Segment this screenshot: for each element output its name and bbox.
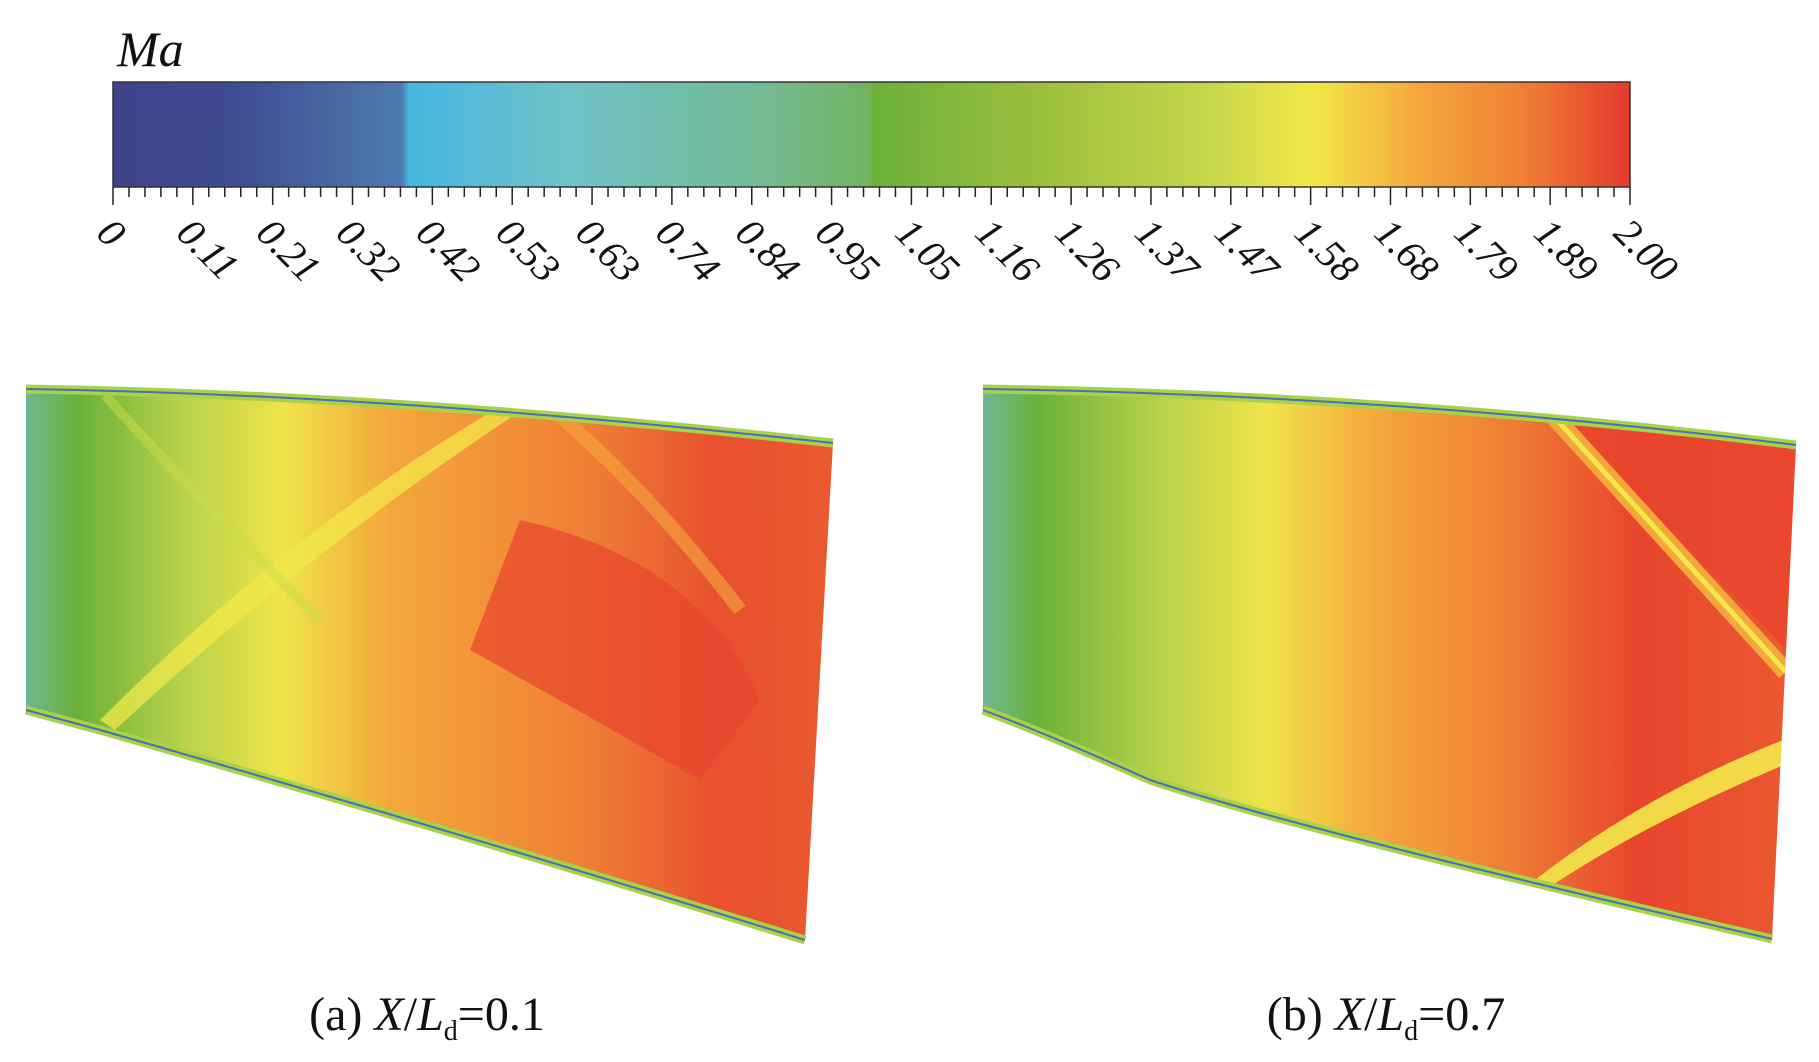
tick-label: 1.68 xyxy=(1366,210,1447,291)
tick-label: 0.21 xyxy=(248,210,329,291)
colorbar-title: Ma xyxy=(116,21,184,77)
tick-label: 0.32 xyxy=(328,210,409,291)
tick-label: 1.79 xyxy=(1446,210,1527,291)
tick-label: 1.58 xyxy=(1286,210,1367,291)
caption-a: (a) X/Ld=0.1 xyxy=(309,988,545,1047)
tick-label: 0.42 xyxy=(408,210,489,291)
colorbar-ticks xyxy=(112,187,1631,205)
tick-label: 1.26 xyxy=(1047,210,1128,291)
tick-label: 1.89 xyxy=(1526,210,1607,291)
contour-panel-a xyxy=(24,384,834,945)
tick-label: 1.05 xyxy=(887,210,968,291)
tick-label: 1.37 xyxy=(1127,210,1210,293)
tick-label: 0.74 xyxy=(648,210,729,291)
tick-label: 0.11 xyxy=(168,210,247,289)
tick-label: 2.00 xyxy=(1606,210,1687,291)
tick-label: 0.63 xyxy=(568,210,649,291)
contour-panel-b xyxy=(981,384,1797,944)
colorbar xyxy=(112,81,1631,188)
tick-label: 0.95 xyxy=(807,210,888,291)
tick-label: 0.53 xyxy=(488,210,569,291)
tick-label: 0 xyxy=(89,210,135,256)
tick-label: 1.16 xyxy=(967,210,1048,291)
caption-b: (b) X/Ld=0.7 xyxy=(1267,988,1505,1047)
tick-label: 1.47 xyxy=(1206,210,1289,293)
colorbar-tick-labels: 0 0.11 0.210.320.420.530.630.740.840.951.0… xyxy=(89,210,1687,293)
tick-label: 0.84 xyxy=(727,210,808,291)
